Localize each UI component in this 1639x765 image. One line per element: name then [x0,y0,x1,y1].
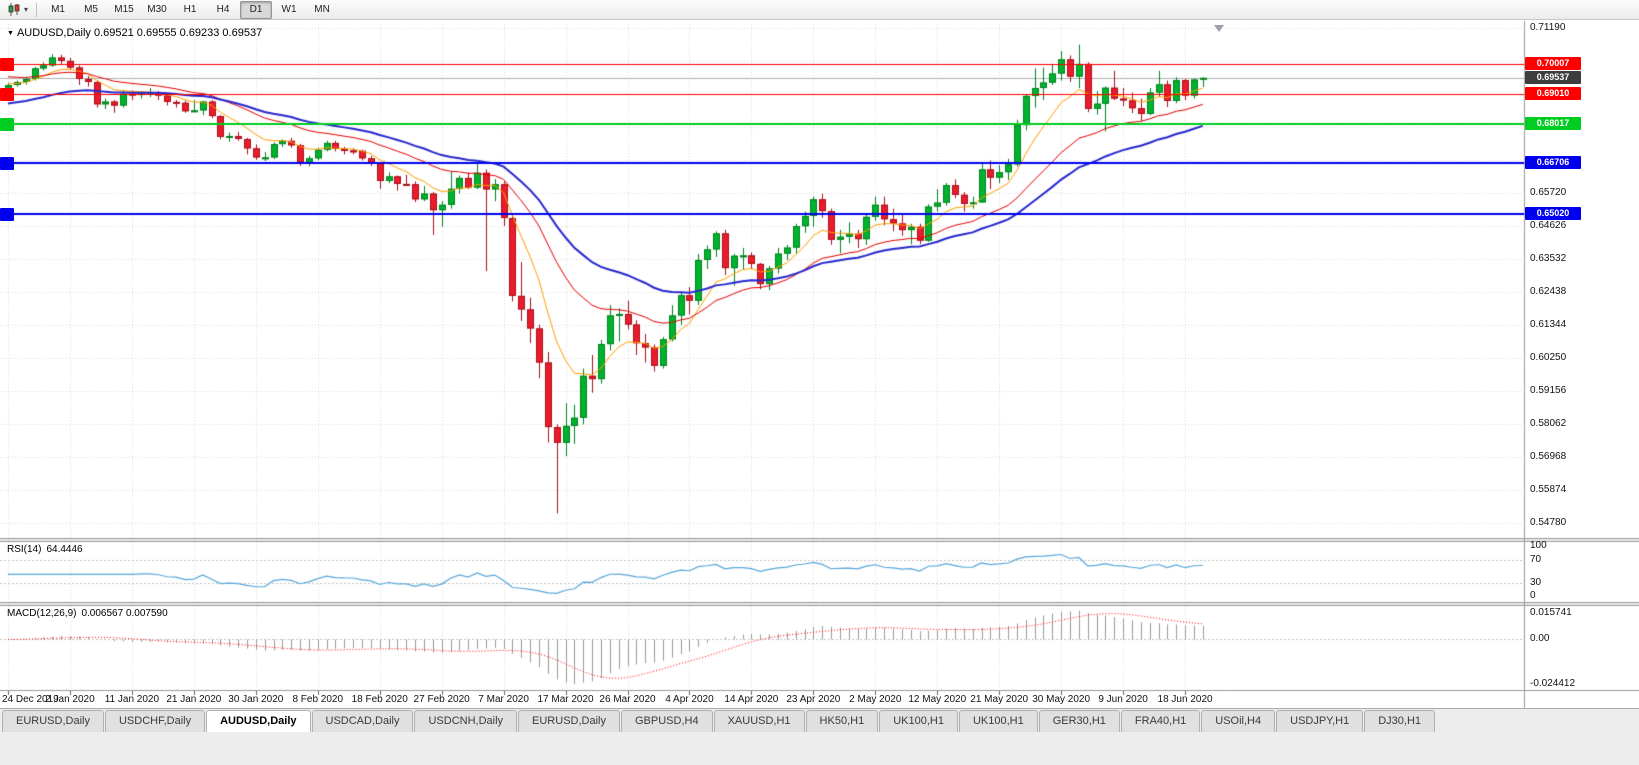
date-axis-label: 18 Jun 2020 [1157,694,1213,705]
window-menu-icon: ▼ [7,30,14,37]
chart-tab-uk100-h1[interactable]: UK100,H1 [958,710,1038,732]
rsi-name: RSI(14) [7,544,42,555]
price-axis-label: 0.59156 [1530,385,1567,396]
timeframe-buttons: M1 M5 M15 M30 H1 H4 D1 W1 MN [42,0,339,19]
timeframe-button-h4[interactable]: H4 [216,3,230,15]
candlestick-chart-icon [7,3,22,16]
rsi-value: 64.4446 [46,544,83,555]
chart-tab-eurusd-daily[interactable]: EURUSD,Daily [2,710,104,732]
rsi-axis-label: 30 [1530,576,1542,588]
date-axis-label: 21 Jan 2020 [166,694,222,705]
hline-price-badge[interactable]: 0.69010 [1525,87,1581,100]
rsi-axis-label: 100 [1530,540,1547,551]
chart-tab-fra40-h1[interactable]: FRA40,H1 [1120,710,1201,732]
rsi-axis-label: 70 [1530,554,1542,566]
date-axis-label: 8 Feb 2020 [292,694,344,705]
price-axis-label: 0.60250 [1530,352,1567,363]
chart-type-button[interactable]: ▾ [4,2,31,18]
chart-tab-eurusd-daily[interactable]: EURUSD,Daily [518,710,620,732]
date-axis-label: 9 Jun 2020 [1098,694,1148,705]
timeframe-button-m15[interactable]: M15 [114,3,134,15]
chart-tab-gbpusd-h4[interactable]: GBPUSD,H4 [621,710,713,732]
hline-left-marker[interactable] [0,157,14,170]
date-axis-label: 18 Feb 2020 [351,694,408,705]
date-axis-label: 4 Apr 2020 [665,694,714,705]
chart-tab-usdchf-daily[interactable]: USDCHF,Daily [104,710,206,732]
rsi-axis-label: 0 [1530,590,1536,601]
price-axis-label: 0.71190 [1530,22,1566,33]
chart-tab-uk100-h1[interactable]: UK100,H1 [879,710,958,732]
date-axis-label: 27 Feb 2020 [413,694,470,705]
hline-left-marker[interactable] [0,208,14,221]
chevron-down-icon: ▾ [24,4,29,14]
rsi-indicator-label: RSI(14) 64.4446 [7,544,83,555]
hline-price-badge[interactable]: 0.65020 [1525,207,1581,220]
macd-indicator-label: MACD(12,26,9) 0.006567 0.007590 [7,608,168,619]
chart-tab-audusd-daily[interactable]: AUDUSD,Daily [206,710,311,732]
chart-tab-usdjpy-h1[interactable]: USDJPY,H1 [1276,710,1364,732]
hline-price-badge[interactable]: 0.70007 [1525,57,1581,70]
timeframe-button-h1[interactable]: H1 [183,3,197,15]
chart-shift-marker [1214,25,1224,32]
chart-tab-hk50-h1[interactable]: HK50,H1 [805,710,879,732]
date-axis-label: 21 May 2020 [970,694,1029,705]
date-axis-label: 17 Mar 2020 [537,694,594,705]
chart-tab-usdcad-daily[interactable]: USDCAD,Daily [311,710,414,732]
chart-title: ▼ AUDUSD,Daily 0.69521 0.69555 0.69233 0.… [7,27,262,39]
price-axis-label: 0.63532 [1530,253,1567,264]
chart-symbol-label: AUDUSD,Daily [16,27,91,39]
hline-left-marker[interactable] [0,88,14,101]
timeframe-button-m5[interactable]: M5 [84,3,98,15]
date-axis-label: 7 Mar 2020 [478,694,529,705]
toolbar: ▾ M1 M5 M15 M30 H1 H4 D1 W1 MN [0,0,1639,20]
chart-tab-dj30-h1[interactable]: DJ30,H1 [1364,710,1436,732]
hline-price-badge[interactable]: 0.68017 [1525,117,1581,130]
macd-axis-label: 0.015741 [1530,607,1572,618]
macd-name: MACD(12,26,9) [7,608,77,619]
price-axis-label: 0.58062 [1530,418,1567,429]
price-axis-label: 0.65720 [1530,187,1567,198]
chart-tab-usdcnh-daily[interactable]: USDCNH,Daily [414,710,518,732]
date-axis-label: 2 Jan 2020 [45,694,95,705]
timeframe-button-w1[interactable]: W1 [281,3,297,15]
price-axis-label: 0.56968 [1530,451,1567,462]
chart-tab-xauusd-h1[interactable]: XAUUSD,H1 [713,710,805,732]
date-axis-label: 11 Jan 2020 [104,694,160,705]
macd-values: 0.006567 0.007590 [81,608,168,619]
date-axis-label: 30 May 2020 [1032,694,1091,705]
current-price-badge: 0.69537 [1525,71,1581,84]
date-axis-label: 23 Apr 2020 [786,694,841,705]
timeframe-button-mn[interactable]: MN [314,3,330,15]
hline-left-marker[interactable] [0,118,14,131]
price-axis-label: 0.55874 [1530,484,1567,495]
date-axis-label: 12 May 2020 [908,694,967,705]
timeframe-button-d1[interactable]: D1 [240,0,273,19]
chart-tabs-bar: EURUSD,Daily USDCHF,Daily AUDUSD,Daily USDC… [0,708,1639,765]
price-axis-label: 0.61344 [1530,319,1567,330]
price-axis-label: 0.64626 [1530,220,1567,231]
toolbar-separator [36,2,38,17]
date-axis-label: 30 Jan 2020 [228,694,284,705]
macd-axis-label: 0.00 [1530,633,1550,644]
chart-tab-ger30-h1[interactable]: GER30,H1 [1038,710,1120,732]
macd-axis-label: -0.024412 [1530,678,1576,689]
timeframe-button-m1[interactable]: M1 [51,3,65,15]
date-axis-label: 14 Apr 2020 [724,694,779,705]
price-axis-label: 0.62438 [1530,286,1567,297]
hline-left-marker[interactable] [0,58,14,71]
hline-price-badge[interactable]: 0.66706 [1525,156,1581,169]
date-axis-label: 26 Mar 2020 [599,694,656,705]
chart-tab-usoil-h4[interactable]: USOil,H4 [1201,710,1276,732]
chart-ohlc-values: 0.69521 0.69555 0.69233 0.69537 [93,27,263,39]
date-axis-label: 24 Dec 2019 [2,694,59,705]
timeframe-button-m30[interactable]: M30 [147,3,167,15]
price-axis-label: 0.54780 [1530,517,1567,528]
date-axis-label: 2 May 2020 [849,694,902,705]
